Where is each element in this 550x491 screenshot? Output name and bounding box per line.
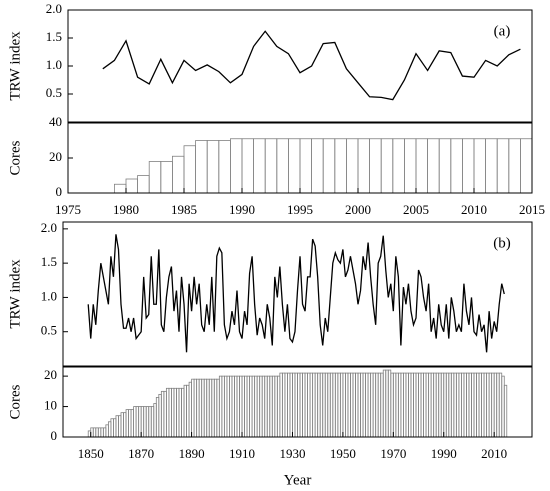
- y-axis-label: Cores: [7, 384, 23, 419]
- core-bar: [148, 161, 162, 194]
- core-bar: [206, 140, 220, 194]
- y-axis-label: TRW index: [7, 31, 23, 101]
- x-tick-label: 1980: [113, 202, 139, 217]
- y-tick-label: 1.0: [46, 57, 62, 72]
- x-tick-label: 1910: [229, 446, 255, 461]
- x-tick-label: 1950: [330, 446, 356, 461]
- y-tick-label: 20: [44, 367, 57, 382]
- y-axis-label: Cores: [7, 140, 23, 175]
- core-bar: [287, 138, 301, 194]
- core-bar: [392, 138, 405, 194]
- plot-frame: [62, 366, 533, 438]
- x-axis-label: Year: [284, 472, 312, 488]
- core-bar: [485, 138, 498, 194]
- core-bar: [171, 155, 185, 194]
- core-bar: [137, 175, 150, 194]
- y-tick-label: 20: [49, 149, 62, 164]
- core-bar: [357, 138, 371, 194]
- trw-line: [102, 30, 521, 101]
- x-tick-label: 2010: [481, 446, 507, 461]
- y-tick-label: 40: [49, 114, 62, 129]
- core-bar: [461, 138, 475, 194]
- core-bar: [183, 145, 197, 194]
- y-tick-label: 0.5: [41, 323, 57, 338]
- core-bar: [114, 183, 127, 194]
- x-tick-label: 1970: [380, 446, 406, 461]
- core-bar: [264, 138, 278, 194]
- x-tick-label: 2005: [403, 202, 429, 217]
- core-bar: [415, 138, 429, 194]
- y-tick-label: 1.5: [41, 254, 57, 269]
- y-tick-label: 2.0: [46, 1, 62, 16]
- core-bar: [241, 138, 255, 194]
- x-tick-label: 1890: [179, 446, 205, 461]
- core-bar: [253, 138, 266, 194]
- core-bar: [427, 138, 440, 194]
- panel-label: (b): [493, 235, 511, 251]
- y-axis-label: TRW index: [7, 259, 23, 329]
- core-bar: [369, 138, 382, 194]
- x-tick-label: 1990: [431, 446, 457, 461]
- y-tick-label: 1.0: [41, 288, 57, 303]
- core-bar: [520, 138, 533, 194]
- core-bar: [473, 138, 487, 194]
- x-tick-label: 1995: [287, 202, 313, 217]
- x-tick-label: 1975: [55, 202, 81, 217]
- core-bar: [160, 161, 173, 194]
- core-bar: [380, 138, 394, 194]
- core-bar: [345, 138, 359, 194]
- core-bar: [496, 138, 510, 194]
- core-bar: [276, 138, 289, 194]
- x-tick-label: 1985: [171, 202, 197, 217]
- x-tick-label: 2015: [519, 202, 545, 217]
- core-bar: [299, 138, 313, 194]
- core-bar: [438, 138, 452, 194]
- core-bar: [450, 138, 463, 194]
- core-bar: [218, 140, 231, 194]
- core-bar: [311, 138, 324, 194]
- panel-label: (a): [494, 23, 511, 39]
- core-bar: [125, 178, 139, 194]
- core-bar: [403, 138, 417, 194]
- trw-line: [87, 234, 505, 353]
- x-tick-label: 1870: [128, 446, 154, 461]
- plot-frame: [62, 221, 533, 367]
- x-tick-label: 1990: [229, 202, 255, 217]
- core-bar: [195, 140, 208, 194]
- x-tick-label: 1850: [78, 446, 104, 461]
- y-tick-label: 0: [51, 428, 58, 443]
- core-bar: [508, 138, 521, 194]
- y-tick-label: 10: [44, 398, 57, 413]
- core-bar: [334, 138, 347, 194]
- y-tick-label: 1.5: [46, 29, 62, 44]
- y-tick-label: 0: [56, 184, 63, 199]
- core-bar: [229, 138, 243, 194]
- core-bar: [322, 138, 336, 194]
- core-bar: [503, 384, 508, 438]
- x-tick-label: 1930: [279, 446, 305, 461]
- x-tick-label: 2010: [461, 202, 487, 217]
- x-tick-label: 2000: [345, 202, 371, 217]
- plot-frame: [67, 9, 533, 123]
- y-tick-label: 2.0: [41, 220, 57, 235]
- y-tick-label: 0.5: [46, 85, 62, 100]
